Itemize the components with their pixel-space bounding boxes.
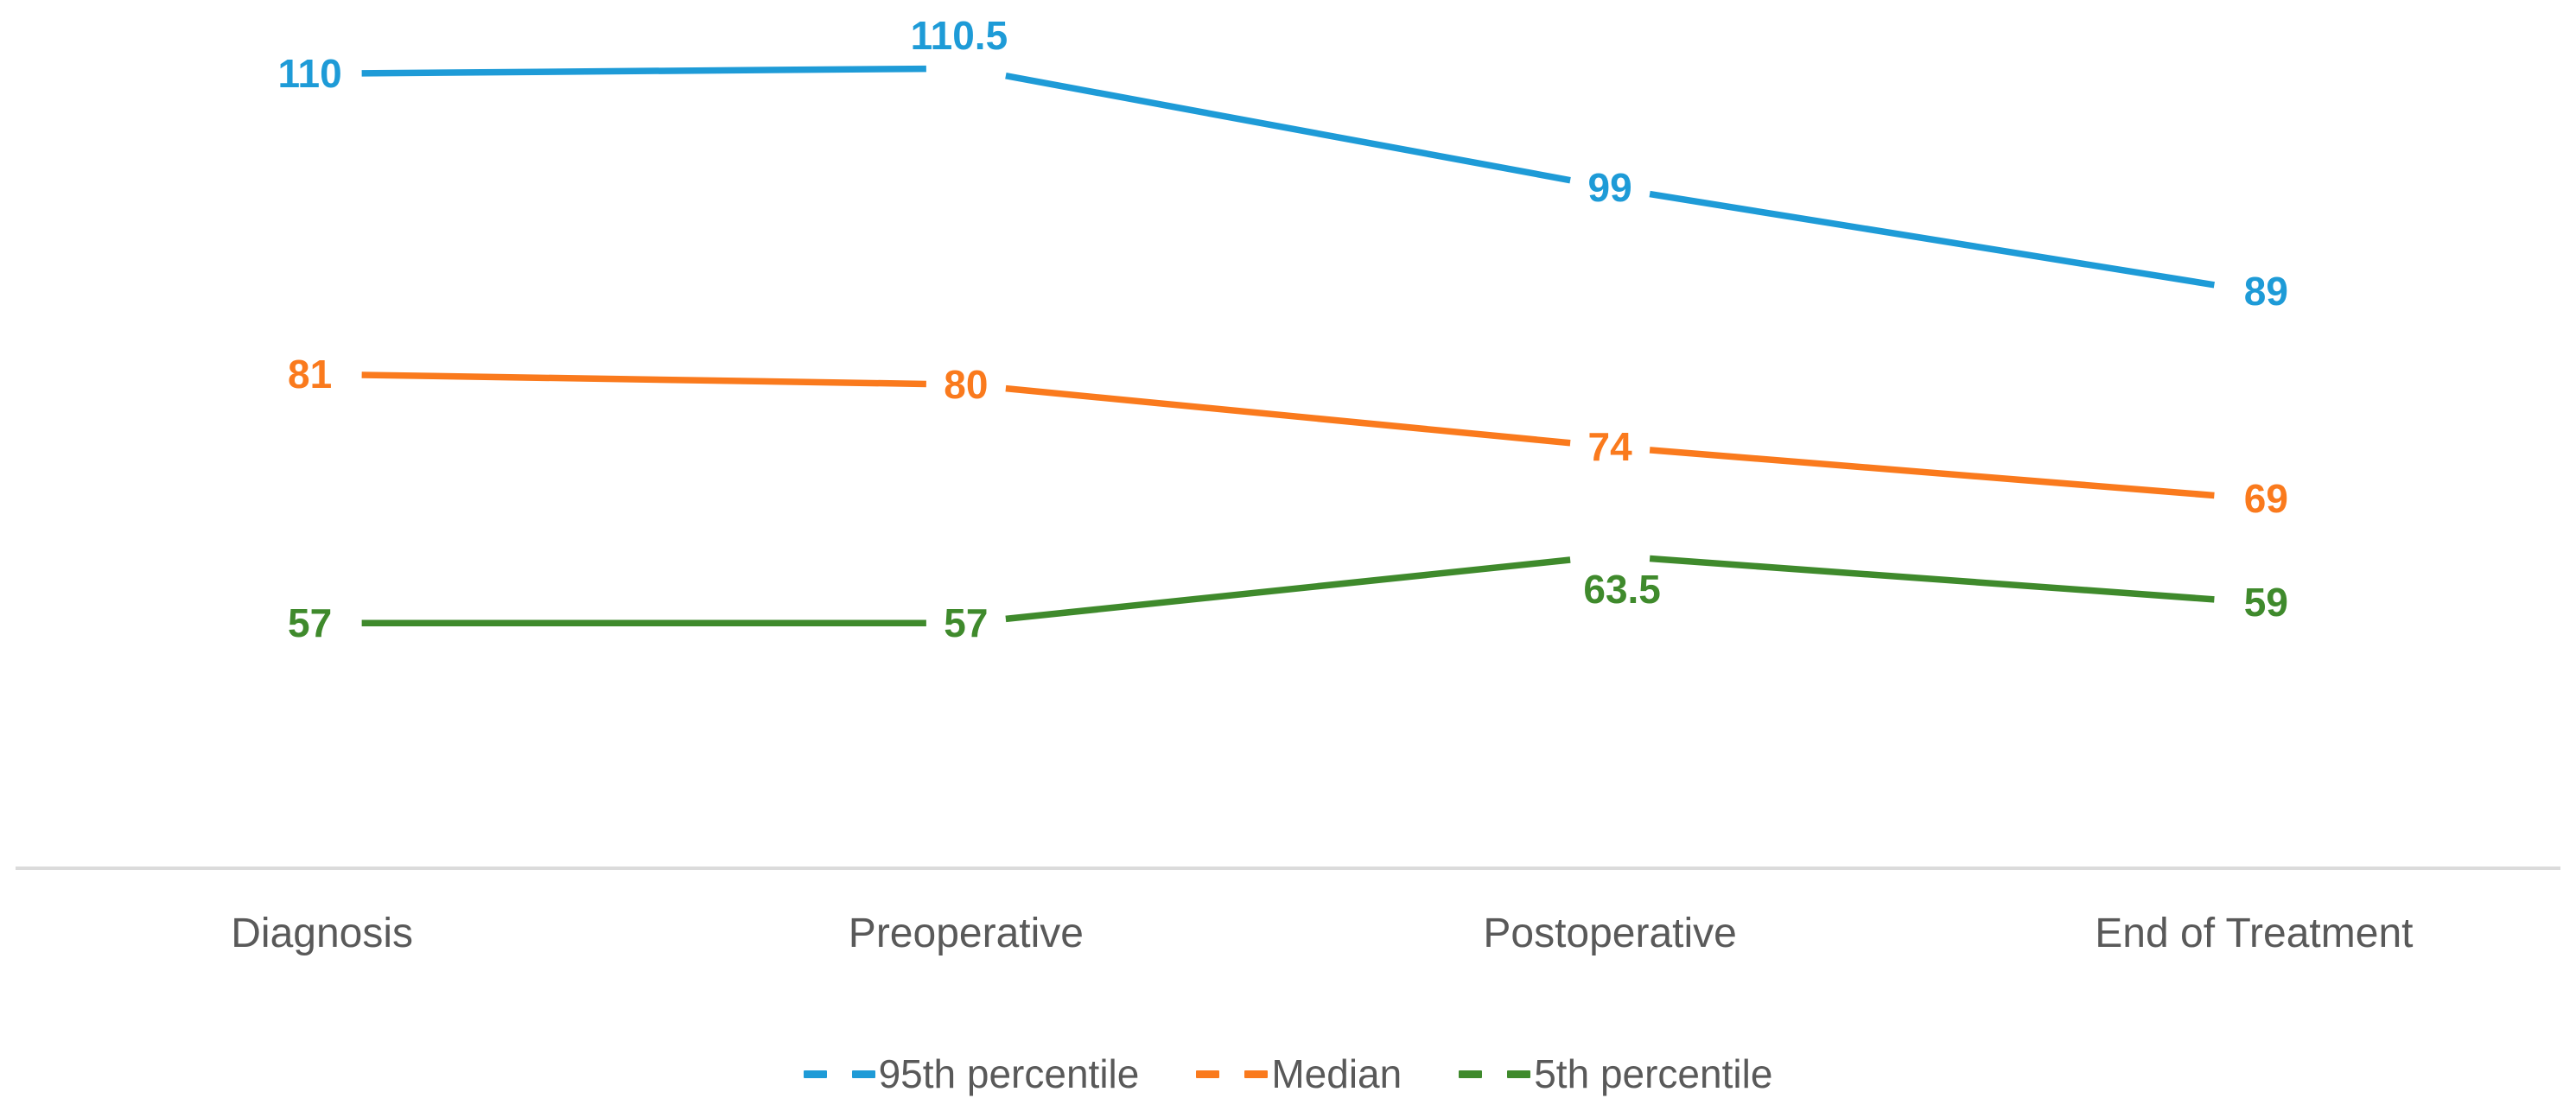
- legend-dash-marker-icon: [851, 1070, 875, 1078]
- data-label: 57: [288, 600, 332, 645]
- series-line-2-segment-1: [1005, 556, 1571, 623]
- legend-item-2: 5th percentile: [1459, 1051, 1772, 1097]
- series-line-1-segment-2: [1649, 447, 2215, 499]
- x-axis-label-0: Diagnosis: [231, 911, 414, 956]
- x-axis-label-1: Preoperative: [848, 911, 1084, 956]
- plot-area: 110 110.5 99 89 81 80 74 69 57 57 63.5 59: [16, 13, 2560, 870]
- legend-dash-marker-icon: [803, 1070, 827, 1078]
- x-axis-label-2: Postoperative: [1483, 911, 1737, 956]
- data-label: 110.5: [911, 13, 1008, 58]
- x-axis-label-3: End of Treatment: [2095, 911, 2414, 956]
- series-line-1-segment-0: [361, 371, 926, 388]
- series-line-0-segment-0: [361, 65, 926, 77]
- legend-label-1: Median: [1271, 1051, 1402, 1096]
- legend-item-0: 95th percentile: [803, 1051, 1140, 1097]
- legend-item-1: Median: [1196, 1051, 1402, 1097]
- data-label: 110: [278, 51, 342, 96]
- series-line-2-segment-2: [1649, 555, 2215, 603]
- data-label: 59: [2244, 580, 2288, 625]
- x-axis-labels: Diagnosis Preoperative Postoperative End of…: [0, 910, 2576, 962]
- series-line-0-segment-1: [1005, 73, 1571, 184]
- legend-label-0: 95th percentile: [878, 1051, 1140, 1096]
- data-label: 99: [1588, 165, 1632, 210]
- data-label: 57: [944, 600, 988, 645]
- data-label: 74: [1588, 424, 1633, 469]
- data-label: 81: [288, 352, 332, 397]
- data-label: 80: [944, 362, 988, 407]
- series-line-1-segment-1: [1005, 384, 1571, 447]
- series-line-0-segment-2: [1649, 190, 2215, 289]
- legend-dash-marker-icon: [1459, 1070, 1483, 1078]
- legend-label-2: 5th percentile: [1534, 1051, 1773, 1096]
- data-label: 89: [2244, 269, 2288, 314]
- legend-dash-marker-icon: [1196, 1070, 1220, 1078]
- data-label: 63.5: [1583, 567, 1661, 612]
- legend-dash-marker-icon: [1244, 1070, 1269, 1078]
- legend: 95th percentile Median 5th percentile: [0, 1051, 2576, 1097]
- legend-dash-marker-icon: [1507, 1070, 1531, 1078]
- data-label: 69: [2244, 476, 2288, 521]
